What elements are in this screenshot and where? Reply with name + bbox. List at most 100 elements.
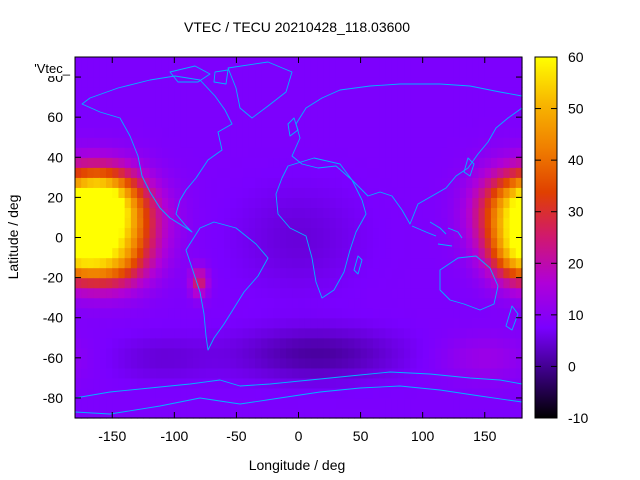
heatmap-cell: [273, 407, 281, 419]
heatmap-cell: [93, 327, 101, 339]
heatmap-cell: [466, 247, 473, 259]
heatmap-cell: [503, 207, 511, 219]
heatmap-cell: [509, 187, 517, 198]
heatmap-cell: [279, 267, 287, 279]
heatmap-cell: [279, 177, 287, 188]
heatmap-cell: [497, 237, 504, 249]
heatmap-cell: [143, 197, 151, 209]
heatmap-cell: [130, 97, 138, 108]
heatmap-cell: [112, 397, 120, 409]
heatmap-cell: [137, 297, 144, 309]
heatmap-cell: [186, 227, 194, 239]
heatmap-cell: [192, 127, 200, 138]
heatmap-cell: [118, 397, 126, 409]
heatmap-cell: [453, 377, 461, 389]
heatmap-cell: [130, 187, 138, 198]
heatmap-cell: [224, 137, 231, 148]
heatmap-cell: [292, 257, 300, 269]
heatmap-cell: [317, 347, 324, 359]
heatmap-cell: [472, 347, 480, 359]
heatmap-cell: [341, 397, 349, 409]
heatmap-cell: [137, 247, 144, 259]
heatmap-cell: [273, 177, 281, 188]
heatmap-cell: [143, 397, 151, 409]
heatmap-cell: [199, 407, 206, 419]
heatmap-cell: [453, 297, 461, 309]
heatmap-cell: [416, 67, 424, 78]
heatmap-cell: [348, 157, 355, 168]
heatmap-cell: [273, 337, 281, 349]
heatmap-cell: [186, 187, 194, 198]
y-tick-label: -40: [43, 310, 63, 326]
heatmap-cell: [161, 377, 169, 389]
heatmap-cell: [106, 207, 113, 219]
heatmap-cell: [75, 347, 82, 359]
heatmap-cell: [310, 207, 318, 219]
heatmap-cell: [137, 67, 144, 78]
heatmap-cell: [273, 187, 281, 198]
heatmap-cell: [279, 207, 287, 219]
heatmap-cell: [242, 187, 250, 198]
heatmap-cell: [348, 297, 355, 309]
heatmap-cell: [298, 277, 306, 289]
heatmap-cell: [192, 367, 200, 379]
heatmap-cell: [397, 297, 405, 309]
heatmap-cell: [466, 157, 473, 168]
heatmap-cell: [217, 337, 225, 349]
heatmap-cell: [484, 187, 492, 198]
heatmap-cell: [435, 127, 442, 138]
heatmap-cell: [236, 207, 244, 219]
heatmap-cell: [323, 307, 331, 319]
heatmap-cell: [515, 257, 523, 269]
heatmap-cell: [459, 357, 467, 369]
heatmap-cell: [124, 157, 132, 168]
heatmap-cell: [87, 317, 95, 329]
heatmap-cell: [472, 147, 480, 158]
heatmap-cell: [366, 377, 374, 389]
heatmap-cell: [404, 377, 411, 389]
heatmap-cell: [75, 397, 82, 409]
heatmap-cell: [199, 287, 206, 299]
heatmap-cell: [459, 247, 467, 259]
heatmap-cell: [304, 277, 312, 289]
heatmap-cell: [99, 217, 107, 229]
heatmap-cell: [410, 287, 418, 299]
heatmap-cell: [422, 217, 430, 229]
heatmap-cell: [174, 227, 182, 239]
heatmap-cell: [81, 357, 89, 369]
heatmap-cell: [348, 287, 355, 299]
heatmap-cell: [466, 337, 473, 349]
heatmap-cell: [503, 327, 511, 339]
heatmap-cell: [410, 267, 418, 279]
heatmap-cell: [267, 267, 275, 279]
heatmap-cell: [81, 207, 89, 219]
heatmap-cell: [385, 227, 393, 239]
heatmap-cell: [453, 397, 461, 409]
heatmap-cell: [130, 357, 138, 369]
heatmap-cell: [106, 347, 113, 359]
heatmap-cell: [137, 307, 144, 319]
heatmap-cell: [497, 267, 504, 279]
heatmap-cell: [75, 107, 82, 118]
heatmap-cell: [509, 377, 517, 389]
heatmap-cell: [397, 287, 405, 299]
heatmap-cell: [373, 247, 380, 259]
heatmap-cell: [205, 347, 213, 359]
heatmap-cell: [248, 207, 256, 219]
heatmap-cell: [112, 307, 120, 319]
heatmap-cell: [75, 267, 82, 279]
heatmap-cell: [143, 147, 151, 158]
heatmap-cell: [255, 397, 262, 409]
heatmap-cell: [292, 277, 300, 289]
heatmap-cell: [186, 307, 194, 319]
heatmap-cell: [230, 407, 238, 419]
heatmap-cell: [323, 77, 331, 88]
heatmap-cell: [410, 127, 418, 138]
heatmap-cell: [292, 297, 300, 309]
heatmap-cell: [180, 177, 188, 188]
heatmap-cell: [168, 287, 175, 299]
heatmap-cell: [106, 287, 113, 299]
legend-label: 'Vtec_: [34, 61, 70, 76]
heatmap-cell: [93, 117, 101, 128]
heatmap-cell: [155, 407, 163, 419]
